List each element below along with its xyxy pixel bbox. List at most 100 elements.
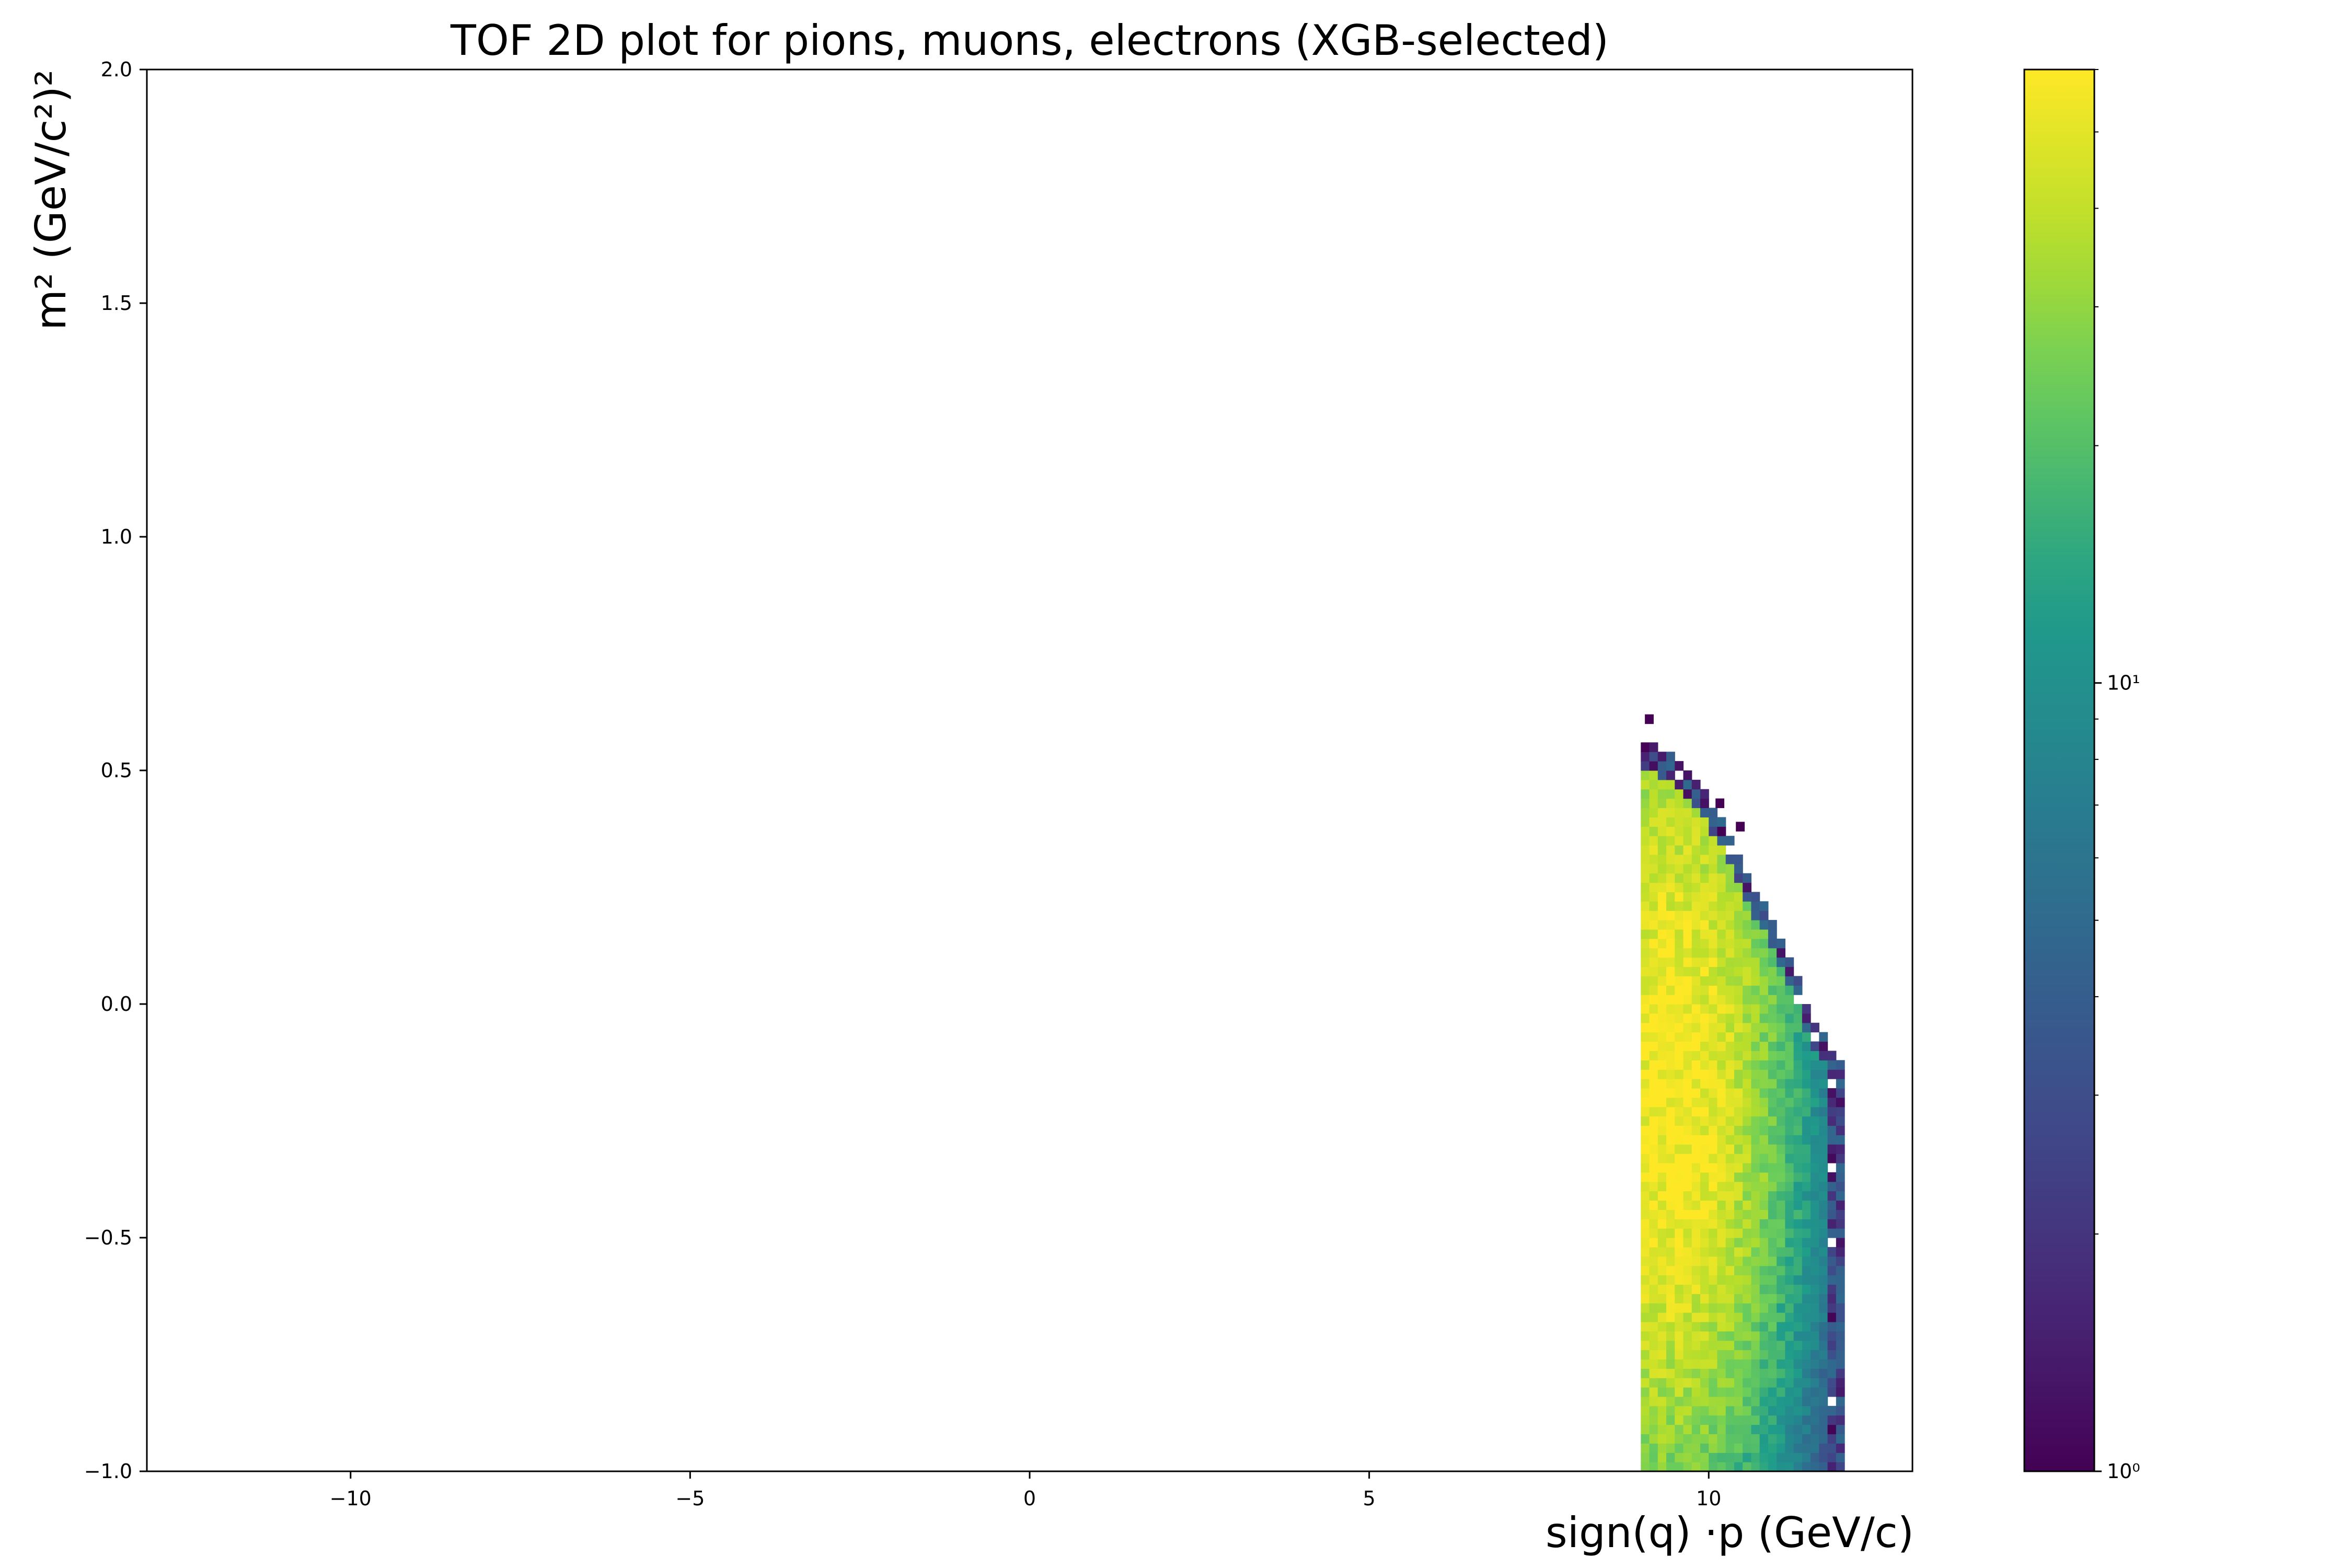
heatmap-bin (1666, 995, 1675, 1005)
heatmap-bin (1777, 1368, 1785, 1378)
heatmap-bin (1691, 817, 1701, 827)
heatmap-bin (1725, 920, 1735, 930)
heatmap-bin (1768, 966, 1777, 976)
heatmap-bin (1811, 1415, 1819, 1425)
heatmap-bin (1811, 1088, 1819, 1098)
heatmap-bin (1709, 1405, 1718, 1416)
heatmap-bin (1793, 1219, 1803, 1229)
heatmap-bin (1777, 1294, 1785, 1304)
heatmap-bin (1691, 798, 1701, 809)
heatmap-bin (1649, 1022, 1658, 1033)
heatmap-bin (1751, 929, 1760, 939)
heatmap-bin (1709, 1135, 1718, 1145)
heatmap-bin (1777, 1387, 1785, 1397)
heatmap-bin (1717, 892, 1726, 902)
heatmap-bin (1666, 1013, 1675, 1023)
heatmap-bin (1649, 910, 1658, 920)
heatmap-bin (1827, 1219, 1837, 1229)
heatmap-bin (1657, 1079, 1667, 1089)
heatmap-bin (1641, 1321, 1650, 1332)
heatmap-bin (1709, 1060, 1718, 1070)
heatmap-bin (1785, 1022, 1794, 1033)
heatmap-bin (1811, 1060, 1819, 1070)
heatmap-bin (1717, 882, 1726, 893)
heatmap-bin (1657, 779, 1667, 790)
heatmap-bin (1709, 882, 1718, 893)
heatmap-bin (1768, 1350, 1777, 1360)
heatmap-bin (1836, 1088, 1845, 1098)
heatmap-bin (1734, 1209, 1743, 1219)
heatmap-bin (1827, 1051, 1837, 1060)
heatmap-bin (1777, 1097, 1785, 1108)
heatmap-bin (1743, 1462, 1752, 1472)
heatmap-bin (1793, 985, 1803, 995)
heatmap-bin (1734, 1443, 1743, 1453)
heatmap-bin (1649, 1079, 1658, 1089)
heatmap-bin (1683, 1144, 1692, 1154)
heatmap-bin (1675, 957, 1684, 967)
heatmap-bin (1691, 1331, 1701, 1341)
heatmap-bin (1666, 1359, 1675, 1369)
heatmap-bin (1700, 948, 1709, 958)
heatmap-bin (1743, 1340, 1752, 1351)
heatmap-bin (1691, 1181, 1701, 1192)
x-tick-label: −10 (330, 1487, 372, 1510)
heatmap-bin (1657, 1452, 1667, 1462)
heatmap-bin (1811, 1294, 1819, 1304)
heatmap-bin (1709, 976, 1718, 986)
heatmap-bin (1641, 1060, 1650, 1070)
heatmap-bin (1666, 957, 1675, 967)
heatmap-bin (1725, 1097, 1735, 1108)
heatmap-bin (1691, 1350, 1701, 1360)
heatmap-bin (1793, 1312, 1803, 1322)
heatmap-bin (1717, 1060, 1726, 1070)
heatmap-bin (1709, 1154, 1718, 1163)
heatmap-bin (1811, 1238, 1819, 1248)
heatmap-bin (1785, 1200, 1794, 1210)
heatmap-bin (1743, 1424, 1752, 1435)
heatmap-bin (1657, 1247, 1667, 1257)
heatmap-bin (1777, 1135, 1785, 1145)
heatmap-bin (1717, 1452, 1726, 1462)
heatmap-bin (1666, 1162, 1675, 1173)
heatmap-bin (1751, 995, 1760, 1005)
heatmap-bin (1691, 948, 1701, 958)
heatmap-bin (1675, 1321, 1684, 1332)
heatmap-bin (1811, 1368, 1819, 1378)
heatmap-bin (1641, 1294, 1650, 1304)
heatmap-bin (1641, 1434, 1650, 1444)
heatmap-bin (1743, 966, 1752, 976)
heatmap-bin (1683, 1387, 1692, 1397)
heatmap-bin (1675, 976, 1684, 986)
heatmap-bin (1819, 1097, 1828, 1108)
heatmap-bin (1683, 1219, 1692, 1229)
heatmap-bin (1734, 1013, 1743, 1023)
heatmap-bin (1700, 1069, 1709, 1079)
heatmap-bin (1700, 957, 1709, 967)
heatmap-bin (1827, 1172, 1837, 1182)
heatmap-bin (1811, 1125, 1819, 1135)
heatmap-bin (1709, 873, 1718, 883)
heatmap-bin (1649, 1368, 1658, 1378)
heatmap-bin (1649, 1396, 1658, 1406)
heatmap-bin (1641, 854, 1650, 864)
heatmap-bin (1725, 1368, 1735, 1378)
heatmap-bin (1641, 882, 1650, 893)
heatmap-bin (1691, 957, 1701, 967)
heatmap-bin (1709, 836, 1718, 846)
heatmap-bin (1649, 1069, 1658, 1079)
heatmap-bin (1700, 892, 1709, 902)
heatmap-bin (1709, 1219, 1718, 1229)
heatmap-bin (1768, 1181, 1777, 1192)
heatmap-bin (1641, 1051, 1650, 1060)
heatmap-bin (1709, 1228, 1718, 1238)
heatmap-bin (1691, 1256, 1701, 1266)
heatmap-bin (1819, 1041, 1828, 1051)
heatmap-bin (1717, 1051, 1726, 1060)
heatmap-bin (1675, 1051, 1684, 1060)
heatmap-bin (1691, 1228, 1701, 1238)
heatmap-bin (1836, 1219, 1845, 1229)
heatmap-bin (1743, 1191, 1752, 1201)
heatmap-bin (1777, 1079, 1785, 1089)
heatmap-bin (1785, 1069, 1794, 1079)
